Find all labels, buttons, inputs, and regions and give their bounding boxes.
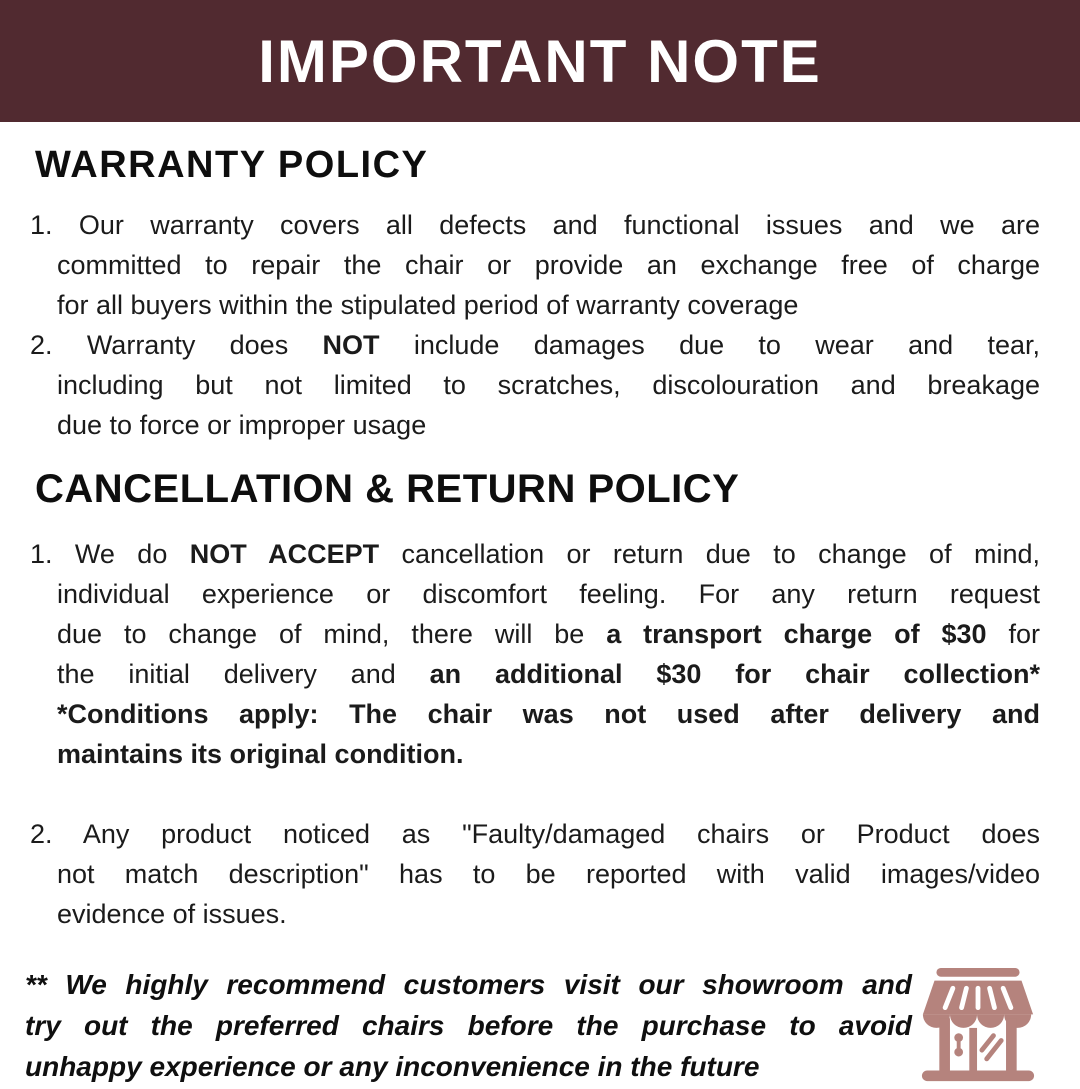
warranty-item-2: 2. Warranty does NOT include damages due… <box>30 330 1040 440</box>
cancellation-item-1: 1. We do NOT ACCEPT cancellation or retu… <box>30 539 1040 769</box>
section-warranty: WARRANTY POLICY 1. Our warranty covers a… <box>30 144 1040 445</box>
section-cancellation-return: CANCELLATION & RETURN POLICY 1. We do NO… <box>30 467 1040 934</box>
banner-title: IMPORTANT NOTE <box>258 27 822 95</box>
footnote-row: ** We highly recommend customers visit o… <box>25 964 1040 1089</box>
policy-content: WARRANTY POLICY 1. Our warranty covers a… <box>0 122 1080 1089</box>
warranty-item-1: 1. Our warranty covers all defects and f… <box>30 210 1041 320</box>
cancellation-heading: CANCELLATION & RETURN POLICY <box>35 467 740 511</box>
store-lintel <box>936 968 1020 977</box>
banner: IMPORTANT NOTE <box>0 0 1080 122</box>
warranty-heading: WARRANTY POLICY <box>35 144 429 186</box>
footnote-text: ** We highly recommend customers visit o… <box>25 969 912 1082</box>
cancellation-item-2: 2. Any product noticed as "Faulty/damage… <box>30 819 1040 929</box>
storefront-icon <box>920 968 1040 1089</box>
